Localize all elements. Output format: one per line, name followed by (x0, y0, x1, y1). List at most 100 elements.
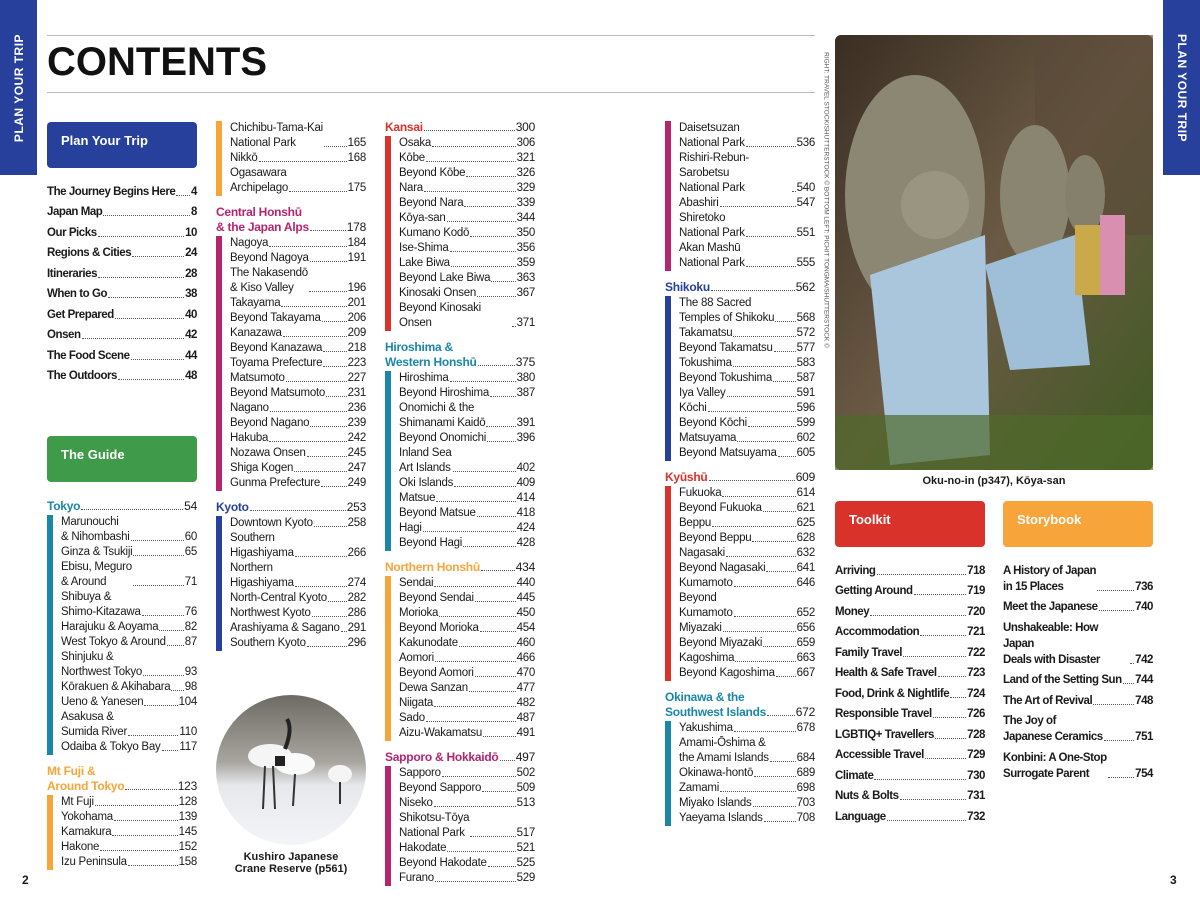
toc-entry-row[interactable]: Beyond Kōbe 326 (399, 166, 535, 181)
toc-entry-row[interactable]: Beyond Kōchi 599 (679, 416, 815, 431)
toc-entry-row[interactable]: The Nakasendō & Kiso Valley 196 (230, 266, 366, 296)
toc-entry-row[interactable]: Nagano 236 (230, 401, 366, 416)
toc-entry-row[interactable]: Oki Islands 409 (399, 476, 535, 491)
toc-entry-row[interactable]: The Outdoors 48 (47, 364, 197, 385)
toc-entry-row[interactable]: Kinosaki Onsen 367 (399, 286, 535, 301)
toc-entry-row[interactable]: Nuts & Bolts 731 (835, 784, 985, 805)
toc-entry-row[interactable]: Shiretoko National Park 551 (679, 211, 815, 241)
toc-entry-row[interactable]: When to Go 38 (47, 282, 197, 303)
toc-entry-row[interactable]: Takamatsu 572 (679, 326, 815, 341)
section-heading-row[interactable]: Sapporo & Hokkaidō 497 (385, 750, 535, 765)
section-heading-row[interactable]: Mt Fuji & Around Tokyo 123 (47, 764, 197, 794)
toc-entry-row[interactable]: Okinawa-hontō 689 (679, 766, 815, 781)
toc-entry-row[interactable]: Ogasawara Archipelago 175 (230, 166, 366, 196)
toc-entry-row[interactable]: Matsue 414 (399, 491, 535, 506)
section-heading-row[interactable]: Kansai 300 (385, 120, 535, 135)
section-heading-row[interactable]: Kyoto 253 (216, 500, 366, 515)
toc-entry-row[interactable]: Kōbe 321 (399, 151, 535, 166)
toc-entry-row[interactable]: Morioka 450 (399, 606, 535, 621)
toc-entry-row[interactable]: Miyazaki 656 (679, 621, 815, 636)
toc-entry-row[interactable]: Matsumoto 227 (230, 371, 366, 386)
toc-entry-row[interactable]: Beyond Matsue 418 (399, 506, 535, 521)
toc-entry-row[interactable]: The Joy of Japanese Ceramics 751 (1003, 709, 1153, 746)
toc-entry-row[interactable]: Onomichi & the Shimanami Kaidō 391 (399, 401, 535, 431)
toc-entry-row[interactable]: Beyond Lake Biwa 363 (399, 271, 535, 286)
toc-entry-row[interactable]: Tokushima 583 (679, 356, 815, 371)
toc-entry-row[interactable]: Beyond Kumamoto 652 (679, 591, 815, 621)
toc-entry-row[interactable]: Beyond Tokushima 587 (679, 371, 815, 386)
toc-entry-row[interactable]: Responsible Travel 726 (835, 702, 985, 723)
toc-entry-row[interactable]: Beyond Beppu 628 (679, 531, 815, 546)
toc-entry-row[interactable]: Itineraries 28 (47, 261, 197, 282)
toc-entry-row[interactable]: Niigata 482 (399, 696, 535, 711)
section-heading-row[interactable]: Kyūshū 609 (665, 470, 815, 485)
toc-entry-row[interactable]: Beyond Kanazawa 218 (230, 341, 366, 356)
toc-entry-row[interactable]: Yakushima 678 (679, 721, 815, 736)
toc-entry-row[interactable]: A History of Japan in 15 Places 736 (1003, 558, 1153, 595)
section-heading-row[interactable]: Northern Honshū 434 (385, 560, 535, 575)
toc-entry-row[interactable]: Aizu-Wakamatsu 491 (399, 726, 535, 741)
toc-entry-row[interactable]: Climate 730 (835, 763, 985, 784)
toc-entry-row[interactable]: Beyond Onomichi 396 (399, 431, 535, 446)
toc-entry-row[interactable]: Zamami 698 (679, 781, 815, 796)
toc-entry-row[interactable]: Nara 329 (399, 181, 535, 196)
toc-entry-row[interactable]: Niseko 513 (399, 796, 535, 811)
toc-entry-row[interactable]: Japan Map 8 (47, 200, 197, 221)
toc-entry-row[interactable]: Beyond Takayama 206 (230, 311, 366, 326)
toc-entry-row[interactable]: Beyond Miyazaki 659 (679, 636, 815, 651)
toc-entry-row[interactable]: Akan Mashū National Park 555 (679, 241, 815, 271)
toc-entry-row[interactable]: Chichibu-Tama-Kai National Park 165 (230, 121, 366, 151)
toc-entry-row[interactable]: Iya Valley 591 (679, 386, 815, 401)
toc-entry-row[interactable]: Beyond Sapporo 509 (399, 781, 535, 796)
toc-entry-row[interactable]: Hakodate 521 (399, 841, 535, 856)
toc-entry-row[interactable]: Accommodation 721 (835, 620, 985, 641)
toc-entry-row[interactable]: Beyond Hagi 428 (399, 536, 535, 551)
toc-entry-row[interactable]: Izu Peninsula 158 (61, 855, 197, 870)
toc-entry-row[interactable]: Kagoshima 663 (679, 651, 815, 666)
toc-entry-row[interactable]: Southern Higashiyama 266 (230, 531, 366, 561)
toc-entry-row[interactable]: The Journey Begins Here 4 (47, 179, 197, 200)
toc-entry-row[interactable]: Kumamoto 646 (679, 576, 815, 591)
toc-entry-row[interactable]: Hakuba 242 (230, 431, 366, 446)
toc-entry-row[interactable]: Ginza & Tsukiji 65 (61, 545, 197, 560)
section-heading-row[interactable]: Central Honshū & the Japan Alps 178 (216, 205, 366, 235)
toc-entry-row[interactable]: The 88 Sacred Temples of Shikoku 568 (679, 296, 815, 326)
toc-entry-row[interactable]: Arashiyama & Sagano 291 (230, 621, 366, 636)
toc-entry-row[interactable]: Konbini: A One-Stop Surrogate Parent 754 (1003, 745, 1153, 782)
toc-entry-row[interactable]: Sado 487 (399, 711, 535, 726)
toc-entry-row[interactable]: Nozawa Onsen 245 (230, 446, 366, 461)
toc-entry-row[interactable]: Aomori 466 (399, 651, 535, 666)
toc-entry-row[interactable]: Downtown Kyoto 258 (230, 516, 366, 531)
toc-entry-row[interactable]: Beyond Takamatsu 577 (679, 341, 815, 356)
toc-entry-row[interactable]: Harajuku & Aoyama 82 (61, 620, 197, 635)
toc-entry-row[interactable]: Kakunodate 460 (399, 636, 535, 651)
toc-entry-row[interactable]: Osaka 306 (399, 136, 535, 151)
toc-entry-row[interactable]: Matsuyama 602 (679, 431, 815, 446)
toc-entry-row[interactable]: Beyond Nagasaki 641 (679, 561, 815, 576)
toc-entry-row[interactable]: Meet the Japanese 740 (1003, 595, 1153, 616)
toc-entry-row[interactable]: Odaiba & Tokyo Bay 117 (61, 740, 197, 755)
toc-entry-row[interactable]: Shiga Kogen 247 (230, 461, 366, 476)
toc-entry-row[interactable]: Beyond Fukuoka 621 (679, 501, 815, 516)
toc-entry-row[interactable]: Kanazawa 209 (230, 326, 366, 341)
toc-entry-row[interactable]: Shikotsu-Tōya National Park 517 (399, 811, 535, 841)
toc-entry-row[interactable]: Dewa Sanzan 477 (399, 681, 535, 696)
toc-entry-row[interactable]: Abashiri 547 (679, 196, 815, 211)
toc-entry-row[interactable]: Beyond Nagano 239 (230, 416, 366, 431)
toc-entry-row[interactable]: Nikkō 168 (230, 151, 366, 166)
toc-entry-row[interactable]: Getting Around 719 (835, 579, 985, 600)
toc-entry-row[interactable]: Beyond Aomori 470 (399, 666, 535, 681)
toc-entry-row[interactable]: Onsen 42 (47, 323, 197, 344)
toc-entry-row[interactable]: Lake Biwa 359 (399, 256, 535, 271)
toc-entry-row[interactable]: Inland Sea Art Islands 402 (399, 446, 535, 476)
toc-entry-row[interactable]: Ise-Shima 356 (399, 241, 535, 256)
toc-entry-row[interactable]: Yokohama 139 (61, 810, 197, 825)
toc-entry-row[interactable]: Asakusa & Sumida River 110 (61, 710, 197, 740)
toc-entry-row[interactable]: West Tokyo & Around 87 (61, 635, 197, 650)
toc-entry-row[interactable]: Hakone 152 (61, 840, 197, 855)
toc-entry-row[interactable]: Shinjuku & Northwest Tokyo 93 (61, 650, 197, 680)
toc-entry-row[interactable]: Hiroshima 380 (399, 371, 535, 386)
section-heading-row[interactable]: Tokyo 54 (47, 499, 197, 514)
toc-entry-row[interactable]: Amami-Ōshima & the Amami Islands 684 (679, 736, 815, 766)
toc-entry-row[interactable]: Kamakura 145 (61, 825, 197, 840)
